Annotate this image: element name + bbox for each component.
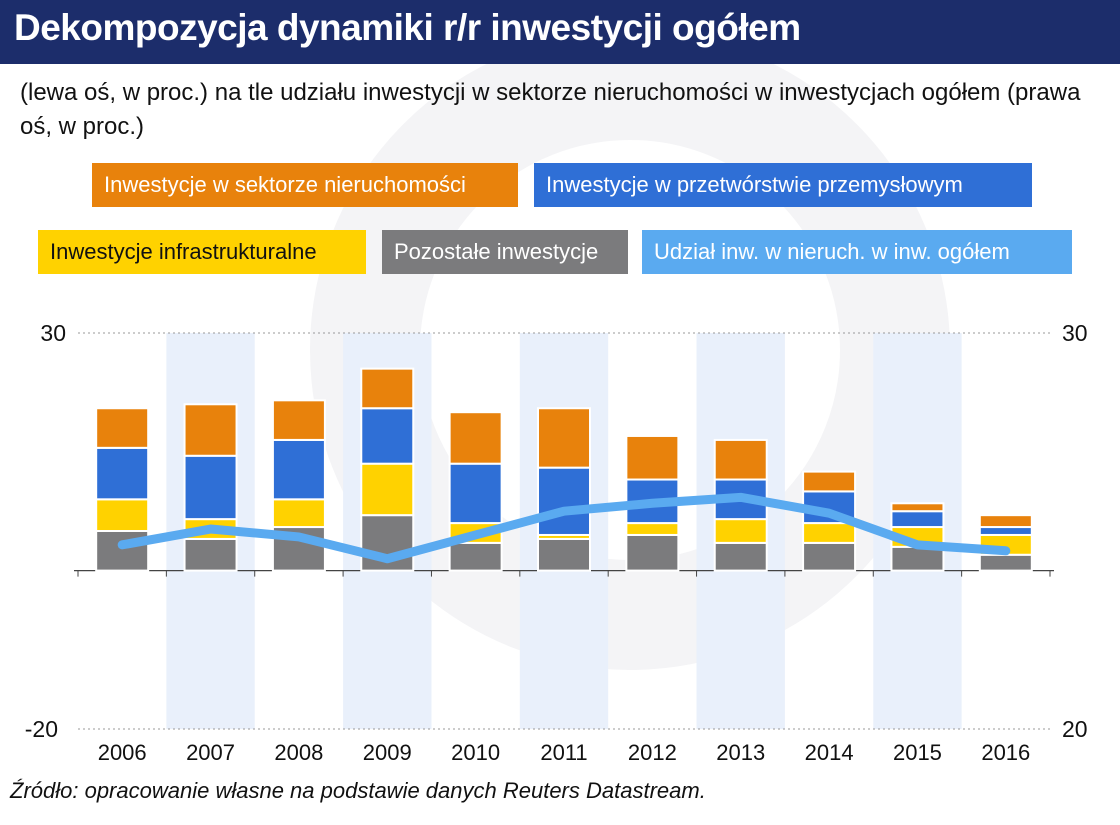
bar-segment-2011-s0 xyxy=(537,537,591,572)
bar-segment-2013-s0 xyxy=(713,541,768,572)
bar-segment-2012-s1 xyxy=(625,522,680,536)
bar-segment-2006-s3 xyxy=(95,407,150,449)
x-axis-label-2015: 2015 xyxy=(893,740,942,765)
x-axis-label-2016: 2016 xyxy=(981,740,1030,765)
left-axis-label-bottom: -20 xyxy=(25,716,58,742)
chart-title: Dekompozycja dynamiki r/r inwestycji ogó… xyxy=(14,7,801,48)
bar-segment-2007-s0 xyxy=(183,537,238,572)
legend-item-real-estate: Inwestycje w sektorze nieruchomości xyxy=(92,163,518,207)
bar-segment-2011-s2 xyxy=(537,466,591,536)
bar-segment-2010-s0 xyxy=(448,541,503,572)
x-axis-label-2009: 2009 xyxy=(363,740,412,765)
bar-segment-2016-s2 xyxy=(978,526,1033,536)
bar-segment-2012-s0 xyxy=(625,533,680,572)
bar-segment-2010-s2 xyxy=(448,462,503,525)
x-axis-label-2006: 2006 xyxy=(98,740,147,765)
x-axis-label-2011: 2011 xyxy=(540,740,587,765)
share-line-series xyxy=(117,492,1011,564)
bar-segment-2008-s2 xyxy=(271,438,326,501)
bar-segment-2016-s0 xyxy=(978,553,1033,572)
bar-segment-2013-s3 xyxy=(713,438,768,481)
bar-segment-2009-s3 xyxy=(360,367,415,410)
bar-segment-2008-s3 xyxy=(271,399,326,441)
legend-item-other: Pozostałe inwestycje xyxy=(382,230,628,274)
legend-item-manufacturing: Inwestycje w przetwórstwie przemysłowym xyxy=(534,163,1032,207)
x-axis-label-2012: 2012 xyxy=(628,740,677,765)
right-axis-label-bottom: 20 xyxy=(1062,716,1088,742)
bar-segment-2007-s3 xyxy=(183,403,238,457)
bar-segment-2014-s3 xyxy=(802,470,857,493)
left-axis-label-top: 30 xyxy=(40,320,66,346)
stacked-bar-line-chart: 30 -20 30 20 2006 2007 2008 2009 2010 2011 2012 201… xyxy=(25,320,1088,765)
x-axis-label-2014: 2014 xyxy=(805,740,854,765)
right-axis-label-top: 30 xyxy=(1062,320,1088,346)
legend-item-share-line: Udział inw. w nieruch. w inw. ogółem xyxy=(642,230,1072,274)
bar-segment-2016-s3 xyxy=(978,514,1033,529)
x-axis-label-2008: 2008 xyxy=(274,740,323,765)
bar-segment-2007-s2 xyxy=(183,454,238,521)
bar-segment-2010-s3 xyxy=(448,411,503,465)
bar-segment-2006-s1 xyxy=(95,498,150,533)
legend-item-infrastructure: Inwestycje infrastrukturalne xyxy=(38,230,366,274)
x-axis-label-2010: 2010 xyxy=(451,740,500,765)
source-note: Źródło: opracowanie własne na podstawie … xyxy=(10,778,706,803)
bar-segment-2013-s1 xyxy=(713,518,768,544)
bar-segment-2014-s0 xyxy=(802,541,857,572)
x-axis-label-2007: 2007 xyxy=(186,740,235,765)
bar-segment-2011-s3 xyxy=(537,407,591,469)
x-axis-label-2013: 2013 xyxy=(716,740,765,765)
title-bar: Dekompozycja dynamiki r/r inwestycji ogó… xyxy=(0,0,1120,64)
bar-segment-2009-s1 xyxy=(360,462,415,517)
bar-segment-2015-s2 xyxy=(890,510,945,529)
bar-segment-2006-s0 xyxy=(95,530,150,572)
bar-segment-2008-s1 xyxy=(271,498,326,529)
chart-subtitle: (lewa oś, w proc.) na tle udziału inwest… xyxy=(20,79,1081,140)
bar-segment-2006-s2 xyxy=(95,446,150,501)
bar-segment-2012-s3 xyxy=(625,434,680,481)
bar-segment-2014-s1 xyxy=(802,522,857,544)
bar-segment-2015-s3 xyxy=(890,502,945,513)
bar-segment-2009-s2 xyxy=(360,407,415,465)
